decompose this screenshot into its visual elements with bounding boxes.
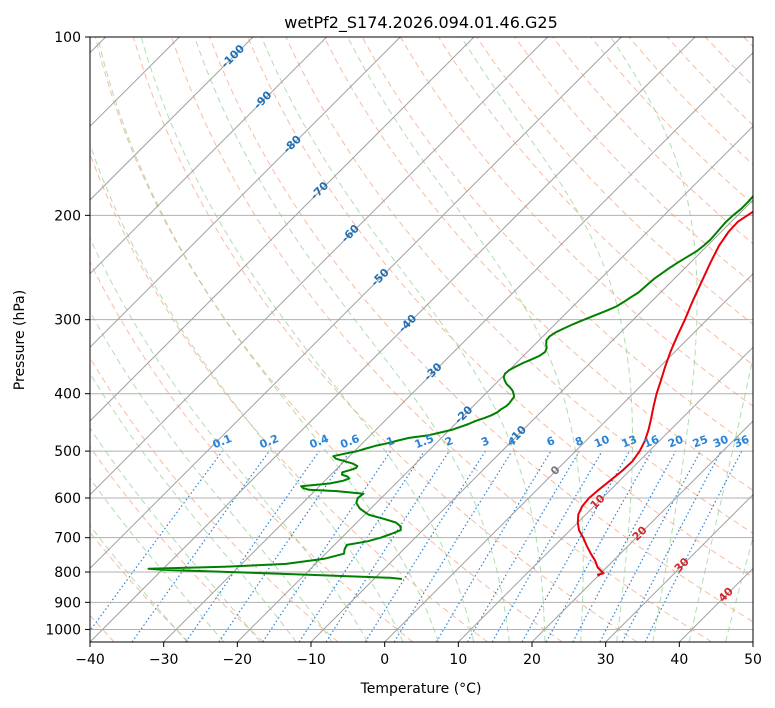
mixing-ratio-label: 20 <box>666 433 685 451</box>
isotherm-line <box>90 37 401 349</box>
mixing-ratio-line <box>572 450 677 642</box>
mixing-ratio-line <box>644 450 743 642</box>
x-tick-label: 0 <box>380 652 389 668</box>
plot-background <box>90 37 753 642</box>
mixing-ratio-label: 16 <box>642 433 661 451</box>
mixing-ratio-label: 3 <box>479 434 491 449</box>
moist-adiabat <box>90 143 404 642</box>
mixing-ratio-lines <box>90 450 743 642</box>
isobar-gridlines <box>90 37 753 630</box>
dry-adiabat <box>285 37 753 535</box>
mixing-ratio-line <box>545 450 653 642</box>
dry-adiabat <box>247 37 753 578</box>
profile-series <box>147 194 753 580</box>
y-axis-label: Pressure (hPa) <box>12 290 28 390</box>
mixing-ratio-line <box>131 450 270 642</box>
mixing-ratio-line <box>325 450 450 642</box>
y-tick-label: 800 <box>54 565 81 581</box>
moist-adiabat <box>347 37 584 642</box>
isotherm-line <box>90 37 622 570</box>
x-tick-label: −30 <box>149 652 179 668</box>
mixing-ratio-label: 1 <box>385 434 397 449</box>
x-tick-label: 50 <box>744 652 762 668</box>
mixing-ratio-label: 2 <box>443 434 455 449</box>
plot-frame <box>89 36 754 643</box>
isotherm-line <box>605 493 753 642</box>
isotherm-line <box>531 420 753 642</box>
mixing-ratio-label: 30 <box>711 433 730 451</box>
moist-adiabat <box>90 310 333 642</box>
dry-adiabat <box>209 37 753 623</box>
dry-adiabat <box>476 37 753 325</box>
isotherm-line <box>90 37 696 642</box>
y-tick-label: 400 <box>54 387 81 403</box>
dry-adiabat <box>132 37 638 642</box>
mixing-ratio-line <box>185 450 320 642</box>
mixing-ratio-label: 36 <box>732 433 751 451</box>
mixing-ratio-line <box>90 450 223 632</box>
moist-adiabat <box>194 37 510 642</box>
moist-adiabat <box>90 372 297 642</box>
x-axis-ticks: −40 −30 −20 −10 0 10 20 30 40 50 <box>75 642 762 668</box>
dry-adiabat <box>514 37 753 285</box>
moist-adiabat <box>90 236 369 642</box>
moist-adiabat <box>90 477 225 642</box>
chart-title: wetPf2_S174.2026.094.01.46.G25 <box>284 13 558 33</box>
moist-adiabat <box>90 524 188 642</box>
mixing-ratio-line <box>298 450 425 642</box>
moist-adiabat <box>725 535 753 642</box>
x-tick-label: −40 <box>75 652 105 668</box>
dry-adiabat <box>90 446 264 642</box>
moist-adiabat <box>610 37 698 642</box>
x-tick-label: −20 <box>223 652 253 668</box>
x-tick-label: −10 <box>296 652 326 668</box>
mixing-ratio-line <box>393 450 513 642</box>
x-tick-label: 10 <box>449 652 467 668</box>
mixing-ratio-line <box>521 450 631 642</box>
moist-adiabat <box>688 354 753 642</box>
moist-adiabat <box>90 427 261 642</box>
isotherm-line <box>163 51 753 642</box>
mixing-ratio-label: 8 <box>573 434 585 449</box>
isotherm-line <box>90 37 549 496</box>
temperature-line <box>576 210 753 577</box>
dry-adiabat <box>90 260 414 642</box>
x-axis-label: Temperature (°C) <box>360 681 482 697</box>
x-tick-label: 40 <box>670 652 688 668</box>
dry-adiabat <box>323 37 753 491</box>
y-tick-label: 600 <box>54 491 81 507</box>
mixing-ratio-label: 10 <box>592 433 611 451</box>
mixing-ratio-label: 25 <box>691 433 710 451</box>
isotherm-line <box>236 125 753 642</box>
y-tick-label: 1000 <box>45 622 81 638</box>
dewpoint-line <box>147 194 753 580</box>
isotherm-line <box>90 37 475 422</box>
y-tick-label: 500 <box>54 444 81 460</box>
y-tick-label: 900 <box>54 595 81 611</box>
y-tick-label: 100 <box>54 30 81 46</box>
isotherm-line <box>90 37 328 275</box>
y-tick-label: 200 <box>54 208 81 224</box>
isotherm-line <box>457 346 753 642</box>
dry-adiabat <box>90 356 339 642</box>
dry-adiabat <box>171 37 712 642</box>
mixing-ratio-line <box>218 450 351 642</box>
mixing-ratio-label: 13 <box>620 433 639 451</box>
isotherm-line <box>90 37 254 201</box>
y-axis-ticks: 100 200 300 400 500 600 700 800 900 1000 <box>45 30 90 638</box>
isotherm-line <box>752 641 753 642</box>
moist-adiabat <box>261 37 546 642</box>
x-tick-label: 20 <box>523 652 541 668</box>
isotherm-line <box>384 272 753 642</box>
x-tick-label: 30 <box>597 652 615 668</box>
isotherm-lines <box>90 37 753 642</box>
isotherm-line <box>310 199 753 642</box>
y-tick-label: 300 <box>54 313 81 329</box>
y-tick-label: 700 <box>54 531 81 547</box>
